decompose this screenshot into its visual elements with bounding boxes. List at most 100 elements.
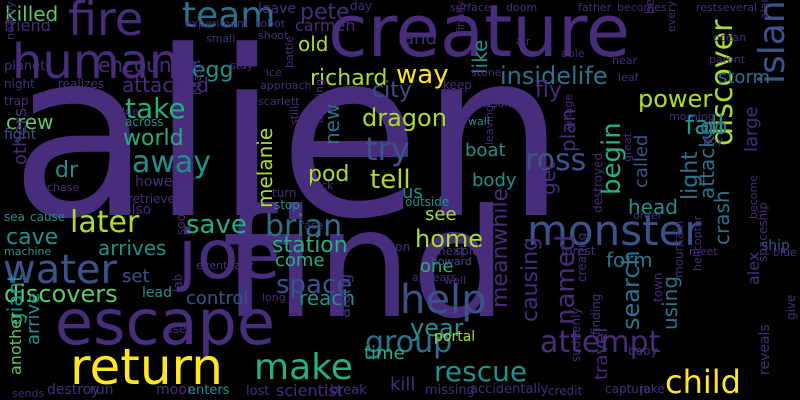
word-stone: stone	[471, 66, 502, 79]
word-head: head	[628, 195, 678, 219]
word-nearby: nearby	[4, 1, 17, 41]
word-rest: rest	[696, 1, 718, 14]
word-reveals: reveals	[757, 324, 773, 375]
word-kill: kill	[390, 374, 416, 395]
word-go: go	[700, 115, 728, 140]
word-causing: causing	[518, 236, 543, 322]
word-home: home	[415, 225, 484, 253]
word-break: break	[330, 383, 367, 398]
word-building: building	[313, 78, 326, 123]
word-lead: lead	[142, 285, 172, 301]
word-city: city	[372, 78, 412, 103]
word-arrive: arrive	[23, 292, 44, 345]
word-try: try	[365, 130, 410, 168]
word-morning: morning	[669, 110, 715, 123]
word-become: become	[747, 174, 760, 219]
word-meet: meet	[689, 245, 718, 258]
word-crash: crash	[710, 190, 734, 245]
word-missing: missing	[425, 383, 475, 398]
word-insidelife: insidelife	[500, 62, 608, 90]
word-station: station	[272, 233, 348, 258]
word-chase: chase	[47, 181, 80, 194]
word-another: another	[6, 312, 25, 375]
word-called: called	[631, 134, 652, 188]
word-one: one	[420, 256, 454, 277]
word-arrives: arrives	[98, 236, 167, 260]
word-however: however	[135, 174, 196, 190]
word-boat: boat	[465, 140, 506, 161]
word-sends: sends	[12, 387, 45, 400]
word-baby: baby	[628, 344, 658, 358]
word-crew: crew	[6, 110, 54, 134]
word-see: see	[425, 204, 457, 225]
word-machine: machine	[4, 245, 52, 258]
word-becomes: becomes	[617, 1, 667, 14]
word-realizes: realizes	[58, 77, 105, 91]
word-jake: jake	[640, 382, 665, 396]
word-pete: pete	[300, 0, 350, 25]
word-power: power	[638, 85, 713, 113]
word-fire: fire	[68, 0, 144, 46]
word-boy: boy	[703, 134, 724, 147]
word-others: others	[10, 107, 31, 165]
word-rock: rock	[310, 179, 334, 192]
word-also: also	[123, 202, 152, 218]
word-spider: spider	[455, 244, 493, 258]
word-land: land	[398, 28, 437, 49]
word-dr: dr	[55, 158, 79, 183]
word-able: able	[561, 47, 585, 60]
word-carmen: carmen	[295, 16, 356, 35]
word-appears: appears	[412, 271, 457, 284]
word-help: help	[400, 277, 487, 323]
word-us: us	[402, 182, 423, 203]
word-scientist: scientist	[276, 381, 343, 400]
word-well: well	[444, 274, 466, 287]
word-space: space	[276, 270, 353, 300]
word-take: take	[125, 92, 186, 125]
word-joe: joe	[178, 216, 281, 295]
word-cave: cave	[6, 225, 59, 250]
word-near: near	[612, 54, 638, 67]
word-several: several	[717, 1, 758, 14]
word-retrieve: retrieve	[128, 192, 175, 206]
word-beast: beast	[191, 64, 204, 95]
word-dawson: dawson	[469, 97, 512, 110]
word-attempt: attempt	[540, 325, 661, 360]
word-long: long	[262, 291, 286, 304]
word-planet: planet	[4, 59, 46, 74]
word-ice: ice	[266, 66, 282, 79]
word-small: small	[206, 32, 236, 45]
word-dragon: dragon	[362, 104, 447, 132]
word-due: due	[118, 105, 139, 118]
word-killed: killed	[5, 2, 59, 26]
word-portal: portal	[434, 329, 476, 345]
word-across: across	[125, 115, 164, 129]
word-egg: egg	[192, 58, 234, 83]
word-make: make	[254, 347, 353, 388]
word-robot: robot	[256, 17, 286, 30]
word-world: world	[123, 126, 184, 151]
word-run: run	[90, 382, 114, 398]
word-left: left	[377, 98, 395, 111]
word-brian: brian	[265, 209, 343, 244]
word-old: old	[298, 32, 329, 56]
word-ship: ship	[761, 238, 790, 254]
word-reach: reach	[299, 286, 356, 310]
word-parent: parent	[709, 53, 746, 66]
word-still: still	[288, 105, 301, 125]
word-encounter: encounter	[98, 53, 200, 77]
word-capture: capture	[605, 382, 651, 396]
word-year: year	[410, 314, 464, 342]
word-ocean: ocean	[713, 31, 747, 44]
word-turn: turn	[272, 186, 297, 200]
word-eventually: eventually	[196, 259, 254, 272]
word-rescue: rescue	[434, 355, 528, 388]
word-along: along	[335, 273, 354, 318]
word-ross: ross	[525, 143, 587, 178]
word-sea: sea	[4, 210, 25, 224]
word-attacked: attacked	[122, 73, 210, 97]
word-richard: richard	[310, 66, 388, 91]
word-howard: howard	[431, 255, 472, 268]
word-behind: behind	[643, 0, 657, 14]
